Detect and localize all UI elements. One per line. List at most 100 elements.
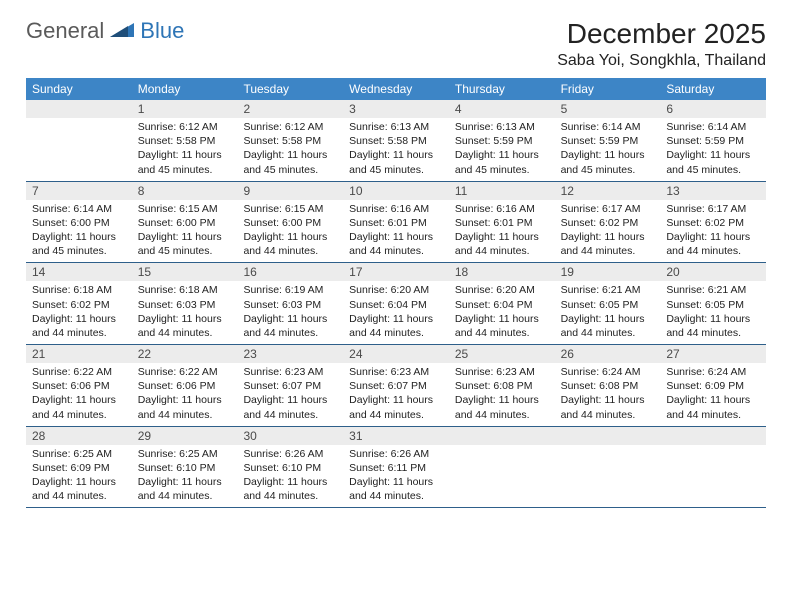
day-number: 5 <box>555 100 661 118</box>
day-number: 29 <box>132 427 238 445</box>
day-line: Daylight: 11 hours <box>138 148 232 162</box>
day-line: Daylight: 11 hours <box>455 393 549 407</box>
day-line: and 44 minutes. <box>349 408 443 422</box>
logo-text-general: General <box>26 18 104 44</box>
day-line: Sunrise: 6:18 AM <box>32 283 126 297</box>
day-line: Daylight: 11 hours <box>561 230 655 244</box>
day-line: Sunrise: 6:13 AM <box>349 120 443 134</box>
day-number: 9 <box>237 182 343 200</box>
day-body: Sunrise: 6:19 AMSunset: 6:03 PMDaylight:… <box>237 281 343 344</box>
day-cell: 24Sunrise: 6:23 AMSunset: 6:07 PMDayligh… <box>343 345 449 426</box>
day-body: Sunrise: 6:24 AMSunset: 6:08 PMDaylight:… <box>555 363 661 426</box>
weekday-header-row: SundayMondayTuesdayWednesdayThursdayFrid… <box>26 78 766 100</box>
day-line: Sunset: 5:58 PM <box>243 134 337 148</box>
day-body: Sunrise: 6:18 AMSunset: 6:02 PMDaylight:… <box>26 281 132 344</box>
weekday-header: Sunday <box>26 78 132 100</box>
day-body: Sunrise: 6:15 AMSunset: 6:00 PMDaylight:… <box>237 200 343 263</box>
day-body: Sunrise: 6:13 AMSunset: 5:59 PMDaylight:… <box>449 118 555 181</box>
day-line: Daylight: 11 hours <box>349 393 443 407</box>
day-cell: 15Sunrise: 6:18 AMSunset: 6:03 PMDayligh… <box>132 263 238 344</box>
day-line: Sunset: 5:58 PM <box>138 134 232 148</box>
day-line: and 44 minutes. <box>455 408 549 422</box>
day-cell: 27Sunrise: 6:24 AMSunset: 6:09 PMDayligh… <box>660 345 766 426</box>
day-line: Daylight: 11 hours <box>666 393 760 407</box>
day-number: 8 <box>132 182 238 200</box>
day-cell: 20Sunrise: 6:21 AMSunset: 6:05 PMDayligh… <box>660 263 766 344</box>
day-line: Sunset: 5:59 PM <box>666 134 760 148</box>
day-line: Sunset: 6:04 PM <box>455 298 549 312</box>
day-line: Sunset: 6:10 PM <box>138 461 232 475</box>
day-line: and 44 minutes. <box>561 408 655 422</box>
day-line: Sunset: 5:59 PM <box>561 134 655 148</box>
day-body: Sunrise: 6:16 AMSunset: 6:01 PMDaylight:… <box>449 200 555 263</box>
day-number: 6 <box>660 100 766 118</box>
day-line: Sunset: 6:05 PM <box>666 298 760 312</box>
day-body: Sunrise: 6:20 AMSunset: 6:04 PMDaylight:… <box>343 281 449 344</box>
day-cell: 19Sunrise: 6:21 AMSunset: 6:05 PMDayligh… <box>555 263 661 344</box>
day-cell: 6Sunrise: 6:14 AMSunset: 5:59 PMDaylight… <box>660 100 766 181</box>
day-line: and 44 minutes. <box>243 489 337 503</box>
day-line: Daylight: 11 hours <box>561 393 655 407</box>
day-line: Sunset: 6:02 PM <box>561 216 655 230</box>
day-body: Sunrise: 6:21 AMSunset: 6:05 PMDaylight:… <box>555 281 661 344</box>
day-line: and 44 minutes. <box>455 244 549 258</box>
day-line: Sunrise: 6:24 AM <box>666 365 760 379</box>
day-cell: 10Sunrise: 6:16 AMSunset: 6:01 PMDayligh… <box>343 182 449 263</box>
day-line: Sunset: 6:00 PM <box>138 216 232 230</box>
day-number: 16 <box>237 263 343 281</box>
day-line: and 44 minutes. <box>243 244 337 258</box>
day-line: Sunrise: 6:21 AM <box>666 283 760 297</box>
day-line: Sunrise: 6:15 AM <box>243 202 337 216</box>
day-cell: 25Sunrise: 6:23 AMSunset: 6:08 PMDayligh… <box>449 345 555 426</box>
day-line: Sunrise: 6:20 AM <box>455 283 549 297</box>
day-number: 10 <box>343 182 449 200</box>
day-line: and 44 minutes. <box>32 408 126 422</box>
day-number: 12 <box>555 182 661 200</box>
day-line: Sunset: 6:05 PM <box>561 298 655 312</box>
day-line: Daylight: 11 hours <box>138 230 232 244</box>
day-line: Daylight: 11 hours <box>349 475 443 489</box>
day-line: Sunset: 6:06 PM <box>32 379 126 393</box>
day-line: and 45 minutes. <box>666 163 760 177</box>
day-number <box>660 427 766 445</box>
day-cell: 23Sunrise: 6:23 AMSunset: 6:07 PMDayligh… <box>237 345 343 426</box>
day-body: Sunrise: 6:18 AMSunset: 6:03 PMDaylight:… <box>132 281 238 344</box>
day-line: Sunset: 6:01 PM <box>349 216 443 230</box>
day-body: Sunrise: 6:12 AMSunset: 5:58 PMDaylight:… <box>237 118 343 181</box>
day-line: and 45 minutes. <box>32 244 126 258</box>
day-line: Daylight: 11 hours <box>32 312 126 326</box>
day-line: and 44 minutes. <box>243 408 337 422</box>
day-line: Daylight: 11 hours <box>138 393 232 407</box>
day-line: Daylight: 11 hours <box>455 148 549 162</box>
day-number: 11 <box>449 182 555 200</box>
day-line: and 44 minutes. <box>561 326 655 340</box>
week-row: 7Sunrise: 6:14 AMSunset: 6:00 PMDaylight… <box>26 182 766 264</box>
calendar-grid: SundayMondayTuesdayWednesdayThursdayFrid… <box>26 78 766 508</box>
day-cell: 12 Sunrise: 6:17 AMSunset: 6:02 PMDayligh… <box>555 182 661 263</box>
day-cell: 22Sunrise: 6:22 AMSunset: 6:06 PMDayligh… <box>132 345 238 426</box>
day-line: Sunrise: 6:26 AM <box>243 447 337 461</box>
day-line: and 45 minutes. <box>138 244 232 258</box>
day-body: Sunrise: 6:23 AMSunset: 6:07 PMDaylight:… <box>343 363 449 426</box>
day-number: 30 <box>237 427 343 445</box>
day-body: Sunrise: 6:13 AMSunset: 5:58 PMDaylight:… <box>343 118 449 181</box>
day-line: Sunrise: 6:19 AM <box>243 283 337 297</box>
day-cell: 21Sunrise: 6:22 AMSunset: 6:06 PMDayligh… <box>26 345 132 426</box>
day-line: Sunset: 6:09 PM <box>666 379 760 393</box>
day-cell: 11Sunrise: 6:16 AMSunset: 6:01 PMDayligh… <box>449 182 555 263</box>
day-cell: 9Sunrise: 6:15 AMSunset: 6:00 PMDaylight… <box>237 182 343 263</box>
day-line: and 44 minutes. <box>666 244 760 258</box>
day-number: 19 <box>555 263 661 281</box>
day-line: Sunset: 6:10 PM <box>243 461 337 475</box>
day-line: Sunset: 6:08 PM <box>561 379 655 393</box>
day-line: Daylight: 11 hours <box>243 475 337 489</box>
day-body: Sunrise: 6:22 AMSunset: 6:06 PMDaylight:… <box>26 363 132 426</box>
day-line: Sunset: 6:01 PM <box>455 216 549 230</box>
day-line: Sunrise: 6:17 AM <box>561 202 655 216</box>
day-body: Sunrise: 6:15 AMSunset: 6:00 PMDaylight:… <box>132 200 238 263</box>
day-body: Sunrise: 6:23 AMSunset: 6:07 PMDaylight:… <box>237 363 343 426</box>
weekday-header: Monday <box>132 78 238 100</box>
day-line: Sunrise: 6:12 AM <box>243 120 337 134</box>
day-line: Sunrise: 6:16 AM <box>455 202 549 216</box>
day-body: Sunrise: 6:21 AMSunset: 6:05 PMDaylight:… <box>660 281 766 344</box>
